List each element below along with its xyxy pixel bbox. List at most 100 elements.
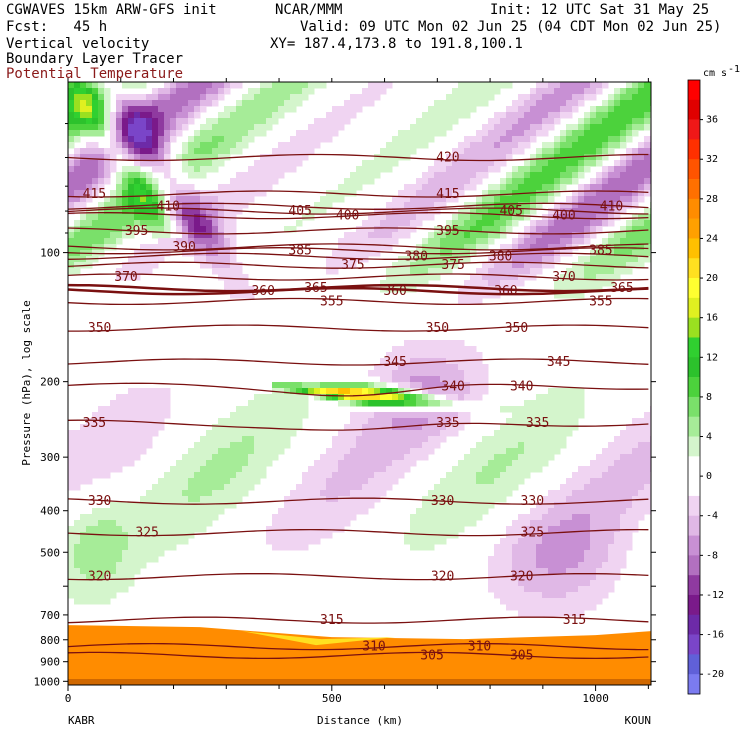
velocity-cell xyxy=(176,514,183,521)
velocity-cell xyxy=(110,154,117,161)
velocity-cell xyxy=(644,454,651,461)
velocity-cell xyxy=(548,538,555,545)
velocity-cell xyxy=(104,598,111,605)
velocity-cell xyxy=(608,460,615,467)
velocity-cell xyxy=(452,430,459,437)
velocity-cell xyxy=(464,106,471,113)
velocity-cell xyxy=(146,148,153,155)
velocity-cell xyxy=(524,442,531,449)
velocity-cell xyxy=(116,106,123,113)
velocity-cell xyxy=(584,514,591,521)
velocity-cell xyxy=(422,400,429,407)
velocity-cell xyxy=(440,172,447,179)
velocity-cell xyxy=(548,238,555,245)
velocity-cell xyxy=(632,472,639,479)
velocity-cell xyxy=(530,442,537,449)
velocity-cell xyxy=(428,430,435,437)
velocity-cell xyxy=(494,592,501,599)
velocity-cell xyxy=(218,184,225,191)
velocity-cell xyxy=(86,430,93,437)
velocity-cell xyxy=(644,142,651,149)
velocity-cell xyxy=(380,472,387,479)
velocity-cell xyxy=(410,370,417,377)
velocity-cell xyxy=(602,526,609,533)
velocity-cell xyxy=(404,418,411,425)
velocity-cell xyxy=(110,538,117,545)
velocity-cell xyxy=(86,220,93,227)
velocity-cell xyxy=(434,178,441,185)
velocity-cell xyxy=(380,232,387,239)
velocity-cell xyxy=(236,202,243,209)
velocity-cell xyxy=(614,136,621,143)
velocity-cell xyxy=(404,148,411,155)
velocity-cell xyxy=(170,202,177,209)
velocity-cell xyxy=(242,280,249,287)
velocity-cell xyxy=(122,130,129,137)
velocity-cell xyxy=(242,490,249,497)
velocity-cell xyxy=(380,370,387,377)
velocity-cell xyxy=(104,208,111,215)
velocity-cell xyxy=(452,214,459,221)
velocity-cell xyxy=(440,412,447,419)
velocity-cell xyxy=(92,586,99,593)
velocity-cell xyxy=(560,574,567,581)
velocity-cell xyxy=(590,106,597,113)
colorbar-swatch xyxy=(688,337,700,358)
velocity-cell xyxy=(296,100,303,107)
velocity-cell xyxy=(386,208,393,215)
velocity-cell xyxy=(512,184,519,191)
velocity-cell xyxy=(440,382,447,389)
velocity-cell xyxy=(302,502,309,509)
velocity-cell xyxy=(74,442,81,449)
velocity-cell xyxy=(104,112,111,119)
velocity-cell xyxy=(536,154,543,161)
velocity-cell xyxy=(506,490,513,497)
velocity-cell xyxy=(572,286,579,293)
velocity-cell xyxy=(68,166,75,173)
velocity-cell xyxy=(344,118,351,125)
velocity-cell xyxy=(596,184,603,191)
velocity-cell xyxy=(206,190,213,197)
velocity-cell xyxy=(632,442,639,449)
velocity-cell xyxy=(530,508,537,515)
velocity-cell xyxy=(182,154,189,161)
velocity-cell xyxy=(458,388,465,395)
velocity-cell xyxy=(590,160,597,167)
velocity-cell xyxy=(500,598,507,605)
velocity-cell xyxy=(566,562,573,569)
velocity-cell xyxy=(188,244,195,251)
velocity-cell xyxy=(188,496,195,503)
theta-label-355: 355 xyxy=(320,294,343,309)
velocity-cell xyxy=(494,220,501,227)
colorbar-swatch xyxy=(688,139,700,160)
velocity-cell xyxy=(188,448,195,455)
velocity-cell xyxy=(260,424,267,431)
velocity-cell xyxy=(590,196,597,203)
velocity-cell xyxy=(506,268,513,275)
velocity-cell xyxy=(224,208,231,215)
velocity-cell xyxy=(68,106,75,113)
velocity-cell xyxy=(176,508,183,515)
velocity-cell xyxy=(536,574,543,581)
velocity-cell xyxy=(386,466,393,473)
velocity-cell xyxy=(158,244,165,251)
velocity-cell xyxy=(206,100,213,107)
velocity-cell xyxy=(614,574,621,581)
velocity-cell xyxy=(626,490,633,497)
velocity-cell xyxy=(338,448,345,455)
velocity-cell xyxy=(110,436,117,443)
velocity-cell xyxy=(92,106,99,113)
velocity-cell xyxy=(410,532,417,539)
velocity-cell xyxy=(416,202,423,209)
velocity-cell xyxy=(446,106,453,113)
velocity-cell xyxy=(542,100,549,107)
velocity-cell xyxy=(356,448,363,455)
velocity-cell xyxy=(512,448,519,455)
velocity-cell xyxy=(188,136,195,143)
velocity-cell xyxy=(146,256,153,263)
velocity-cell xyxy=(134,130,141,137)
velocity-cell xyxy=(548,118,555,125)
theta-label-320: 320 xyxy=(88,570,111,585)
velocity-cell xyxy=(74,586,81,593)
velocity-cell xyxy=(614,166,621,173)
